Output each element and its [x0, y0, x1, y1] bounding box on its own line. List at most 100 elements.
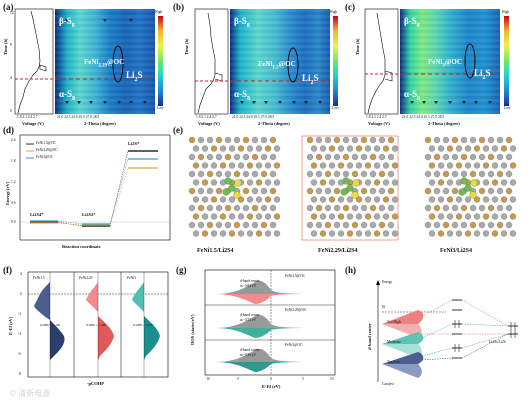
ni-atom [387, 170, 395, 178]
ni-atom [219, 230, 227, 237]
ni-atom [469, 204, 477, 212]
ni-atom [342, 170, 350, 178]
ni-atom [391, 179, 399, 186]
ni-atom [255, 162, 263, 169]
ni-atom [505, 221, 513, 229]
ni-atom [482, 230, 490, 237]
ni-atom [242, 221, 250, 229]
ni-atom [382, 179, 390, 186]
ni-atom [251, 170, 259, 178]
ni-atom [333, 221, 341, 229]
fe-atom [315, 204, 323, 212]
ni-atom [428, 196, 436, 203]
fe-atom [482, 162, 490, 169]
panel-f-letter: (f) [3, 265, 12, 275]
ni-atom [264, 230, 272, 237]
s-atom [234, 179, 242, 187]
ni-atom [201, 196, 209, 203]
fe-atom [451, 187, 459, 195]
ni-atom [306, 221, 314, 229]
ni-atom [188, 221, 196, 229]
panel-h-ef: Ef [382, 305, 386, 309]
ni-atom [197, 221, 205, 229]
ni-atom [206, 204, 214, 212]
panel-a-y-label: Time (h) [3, 38, 8, 55]
ni-atom [355, 213, 363, 220]
fe-atom [192, 162, 200, 169]
ni-atom [496, 187, 504, 195]
ni-atom [260, 204, 268, 212]
fe-atom [201, 230, 209, 237]
ni-atom [264, 162, 272, 169]
watermark: © 清新电源 [10, 389, 51, 398]
ni-atom [306, 170, 314, 178]
ni-atom [342, 136, 350, 144]
ni-atom [382, 213, 390, 220]
ni-atom [378, 153, 386, 161]
ni-atom [491, 213, 499, 220]
ni-atom [324, 204, 332, 212]
ni-atom [337, 196, 345, 203]
fe-atom [319, 230, 327, 237]
fe-atom [328, 145, 336, 152]
ni-atom [346, 213, 354, 220]
ni-atom [273, 179, 281, 186]
panel-f-title-1: FeNi2.29 [79, 276, 93, 280]
ni-atom [360, 170, 368, 178]
panel-c-li2s-label: Li2S [474, 68, 491, 81]
fe-atom [333, 187, 341, 195]
ni-atom [310, 145, 318, 152]
ni-atom [437, 162, 445, 169]
fe-atom [219, 162, 227, 169]
fe-atom [424, 187, 432, 195]
ni-atom [346, 162, 354, 169]
fe-atom [246, 162, 254, 169]
ni-atom [219, 196, 227, 203]
fe-atom [446, 145, 454, 152]
fe-atom [491, 230, 499, 237]
ni-atom [273, 230, 281, 237]
ni-atom [460, 170, 468, 178]
ni-atom [310, 230, 318, 237]
panel-e-letter: (e) [173, 125, 183, 135]
ni-atom [210, 213, 218, 220]
fe-atom [382, 196, 390, 203]
ni-atom [273, 145, 281, 152]
fe-atom [433, 204, 441, 212]
panel-c-x-label-v: Voltage (V) [368, 121, 390, 126]
panel-h-energy: Energy [382, 280, 393, 284]
fe-atom [310, 162, 318, 169]
ni-atom [437, 213, 445, 220]
li-atom [460, 177, 468, 185]
ni-atom [460, 136, 468, 144]
panel-b-catalyst-label: FeNi1.5@OC [258, 60, 296, 71]
panel-a-li2s-label: Li2S [126, 70, 143, 83]
ni-atom [455, 145, 463, 152]
fe-atom [437, 230, 445, 237]
fe-atom [337, 213, 345, 220]
ni-atom [228, 162, 236, 169]
fe-atom [482, 213, 490, 220]
fe-atom [505, 136, 513, 144]
fe-atom [469, 170, 477, 178]
fe-atom [273, 162, 281, 169]
panel-f-title-0: FeNi1.5 [33, 276, 45, 280]
ni-atom [233, 204, 241, 212]
ni-atom [496, 204, 504, 212]
fe-atom [206, 221, 214, 229]
panel-g-dband-val-2: at -0.56 eV [240, 353, 257, 357]
ni-atom [391, 196, 399, 203]
fe-atom [351, 221, 359, 229]
ni-atom [478, 204, 486, 212]
ni-atom [500, 162, 508, 169]
ni-atom [255, 196, 263, 203]
ni-atom [373, 213, 381, 220]
ni-atom [464, 145, 472, 152]
panel-g-dband-val-1: at -0.53 eV [240, 318, 257, 322]
ni-atom [269, 153, 277, 161]
fe-atom [269, 136, 277, 144]
ni-atom [500, 213, 508, 220]
ni-atom [328, 230, 336, 237]
ni-atom [210, 162, 218, 169]
ni-atom [315, 221, 323, 229]
